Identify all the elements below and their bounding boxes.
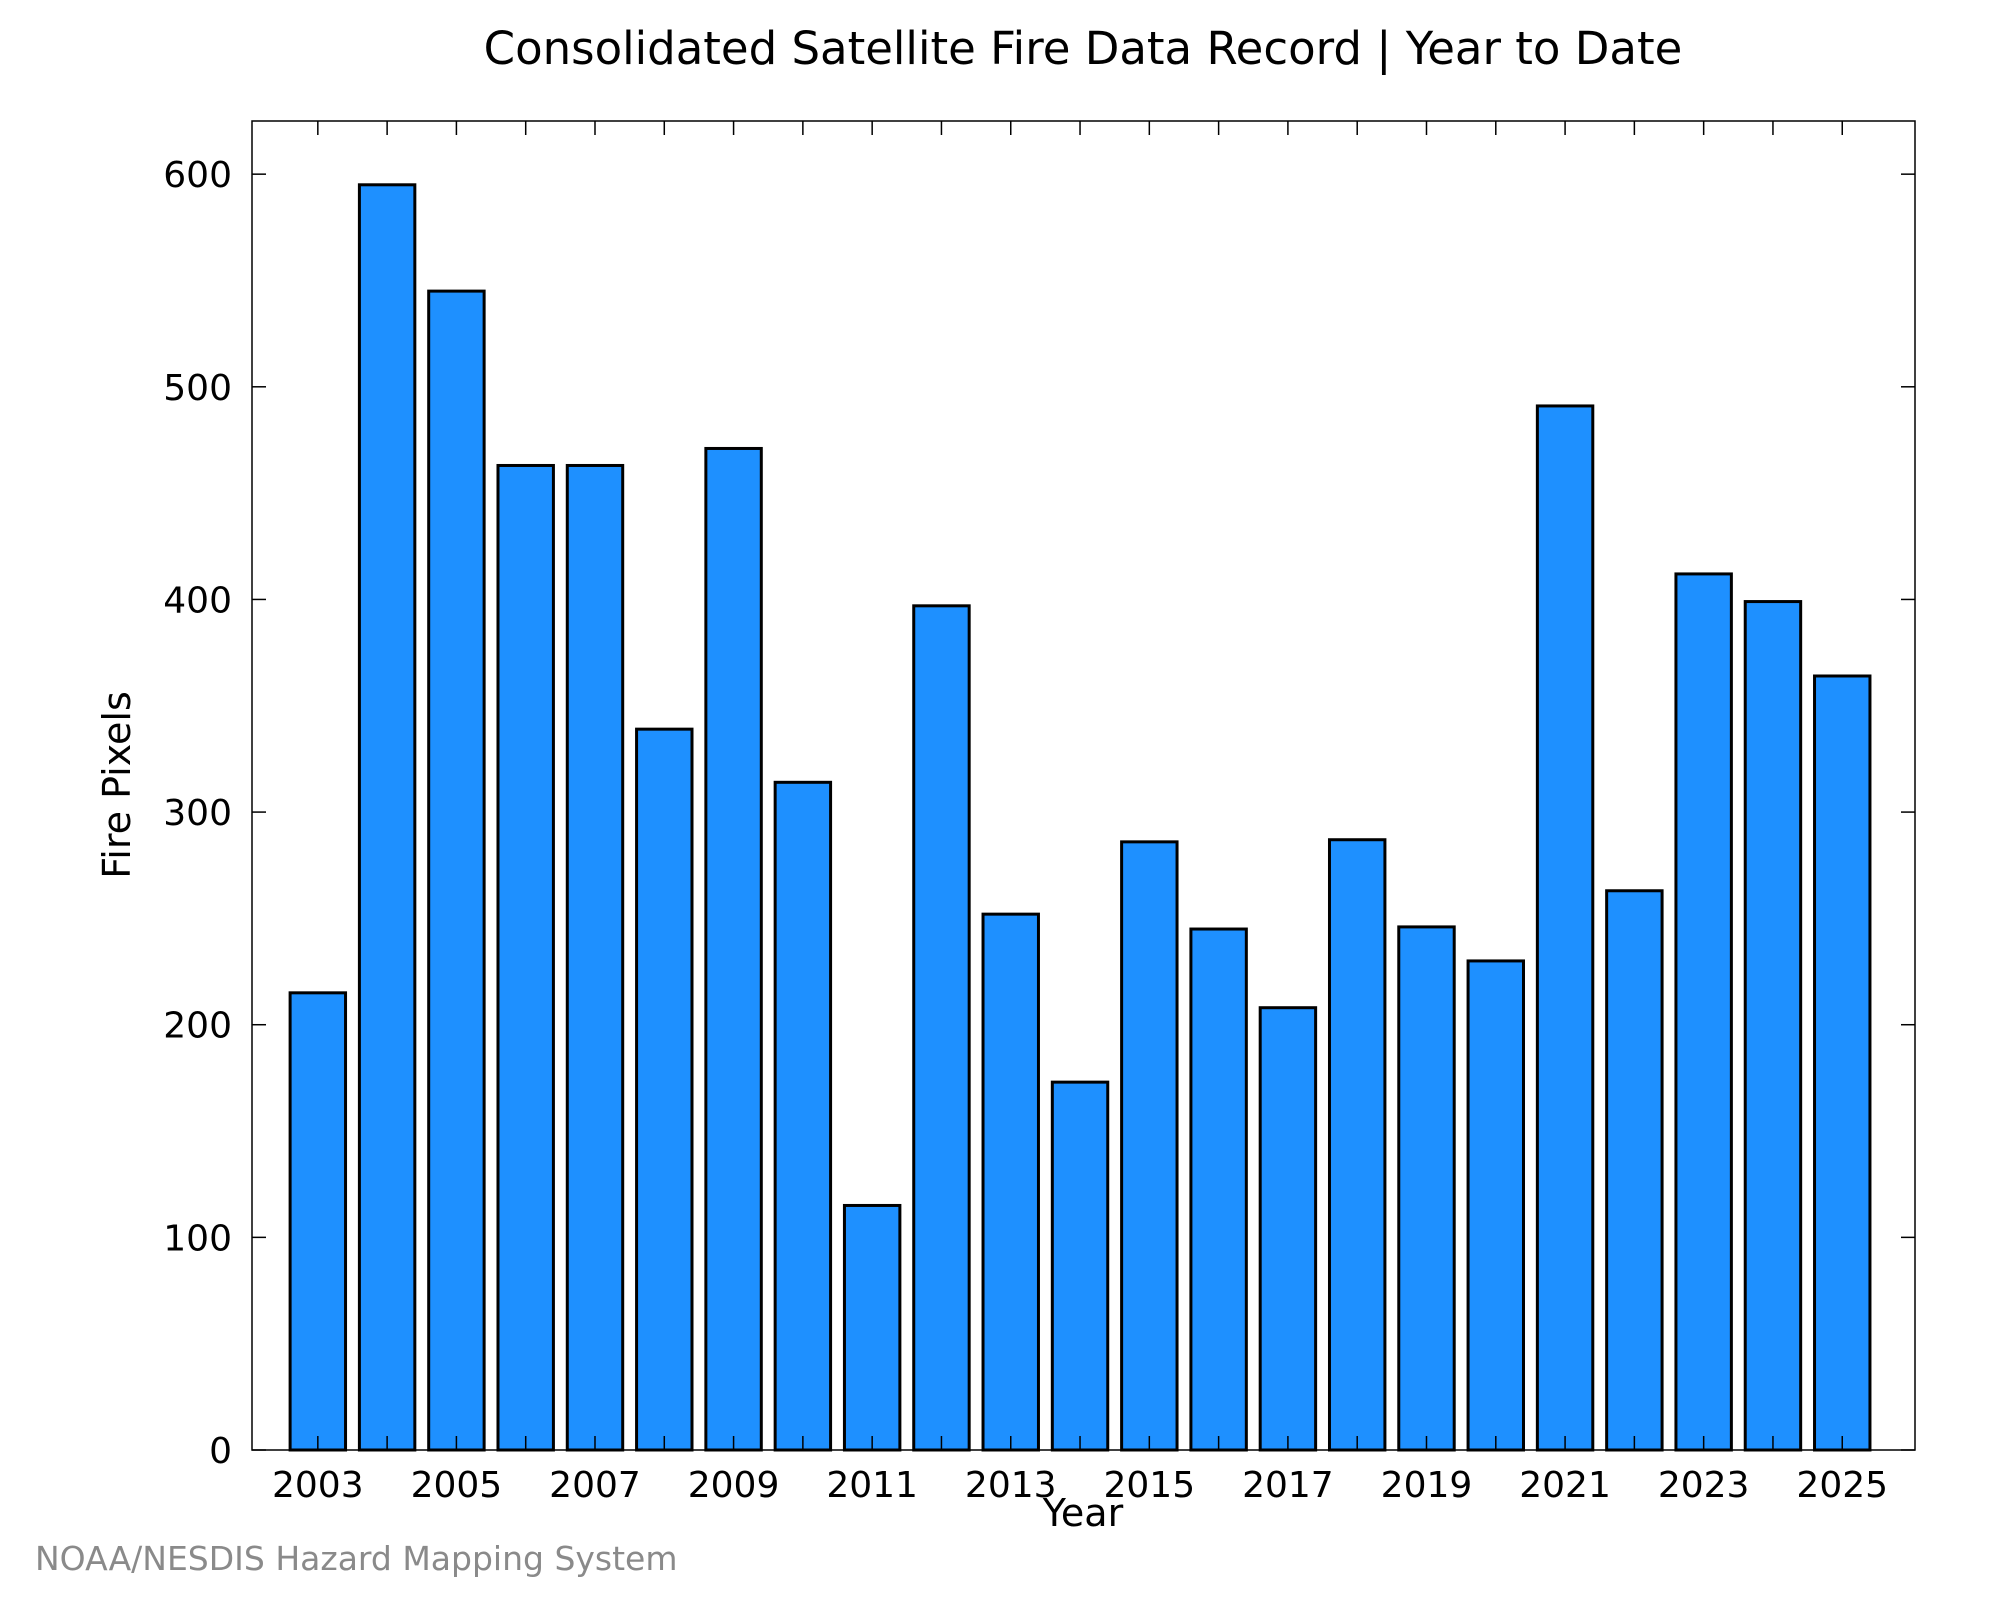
bar-2023 bbox=[1674, 572, 1733, 1452]
y-tick-label-400: 400 bbox=[163, 580, 232, 621]
y-tick-label-200: 200 bbox=[163, 1006, 232, 1047]
x-tick-label-2005: 2005 bbox=[411, 1465, 503, 1506]
x-axis: 2003 2005 2007 2009 2011 2013 2015 2017 2019 2021… bbox=[272, 121, 1888, 1506]
chart-title: Consolidated Satellite Fire Data Record … bbox=[484, 22, 1683, 75]
bar-2007 bbox=[565, 463, 625, 1452]
x-tick-label-2007: 2007 bbox=[549, 1465, 641, 1506]
bar-2003 bbox=[288, 991, 348, 1452]
x-axis-label: Year bbox=[1042, 1491, 1124, 1535]
x-tick-label-2015: 2015 bbox=[1104, 1465, 1196, 1506]
credit-text: NOAA/NESDIS Hazard Mapping System bbox=[35, 1539, 678, 1578]
y-tick-label-500: 500 bbox=[163, 368, 232, 409]
bar-2020 bbox=[1466, 959, 1526, 1452]
bar-2012 bbox=[912, 604, 971, 1452]
bar-2013 bbox=[981, 912, 1040, 1452]
x-tick-label-2021: 2021 bbox=[1519, 1465, 1611, 1506]
bar-2008 bbox=[635, 727, 694, 1452]
x-tick-label-2019: 2019 bbox=[1381, 1465, 1473, 1506]
bar-2006 bbox=[496, 463, 555, 1452]
bar-2011 bbox=[842, 1203, 902, 1452]
bar-2010 bbox=[773, 780, 833, 1452]
y-tick-label-600: 600 bbox=[163, 155, 232, 196]
y-axis-label: Fire Pixels bbox=[95, 691, 139, 879]
x-tick-label-2025: 2025 bbox=[1796, 1465, 1888, 1506]
bar-2025 bbox=[1813, 674, 1872, 1452]
bar-2014 bbox=[1050, 1080, 1110, 1452]
bar-2016 bbox=[1189, 927, 1248, 1452]
x-tick-label-2013: 2013 bbox=[965, 1465, 1057, 1506]
x-tick-label-2017: 2017 bbox=[1242, 1465, 1334, 1506]
y-tick-label-0: 0 bbox=[209, 1431, 232, 1472]
y-tick-label-100: 100 bbox=[163, 1218, 232, 1259]
y-tick-label-300: 300 bbox=[163, 793, 232, 834]
bar-2009 bbox=[704, 446, 763, 1452]
y-axis: 0 100 200 300 400 500 600 bbox=[163, 155, 1915, 1472]
bar-2018 bbox=[1327, 838, 1387, 1452]
bar-2024 bbox=[1743, 600, 1803, 1452]
bar-2004 bbox=[357, 183, 417, 1452]
bar-2022 bbox=[1605, 889, 1664, 1452]
bars-group bbox=[288, 183, 1872, 1452]
x-tick-label-2023: 2023 bbox=[1658, 1465, 1750, 1506]
bar-2017 bbox=[1258, 1006, 1318, 1452]
bar-2005 bbox=[427, 289, 486, 1452]
x-tick-label-2009: 2009 bbox=[688, 1465, 780, 1506]
bar-2019 bbox=[1397, 925, 1456, 1452]
plot-frame bbox=[251, 120, 1916, 1451]
bar-2021 bbox=[1535, 404, 1595, 1452]
bar-2015 bbox=[1120, 840, 1179, 1452]
x-tick-label-2003: 2003 bbox=[272, 1465, 364, 1506]
x-tick-label-2011: 2011 bbox=[826, 1465, 918, 1506]
